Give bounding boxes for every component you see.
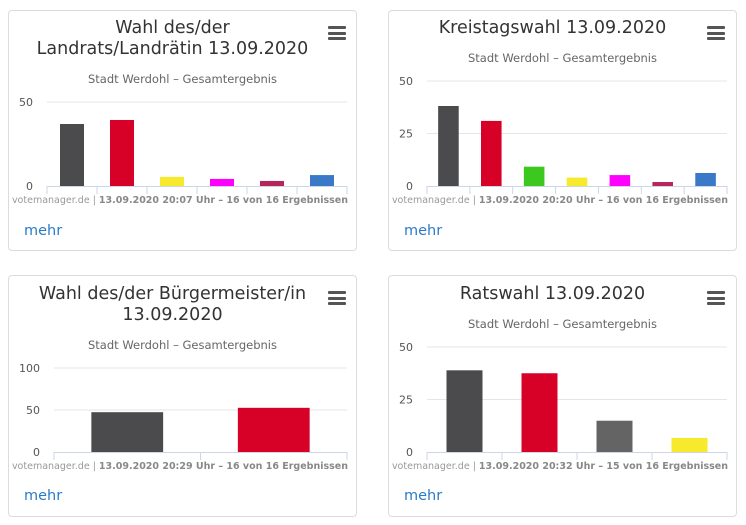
chart-subtitle: Stadt Werdohl – Gesamtergebnis <box>468 51 657 65</box>
more-link[interactable]: mehr <box>24 488 63 504</box>
y-tick-label: 0 <box>33 446 40 459</box>
credits-source[interactable]: votemanager.de <box>391 461 470 472</box>
more-link[interactable]: mehr <box>404 488 443 504</box>
y-tick-label: 50 <box>26 404 40 417</box>
bar <box>60 124 84 186</box>
more-link[interactable]: mehr <box>24 223 63 239</box>
y-tick-label: 50 <box>19 96 33 109</box>
chart-credits[interactable]: votemanager.de | 13.09.2020 20:20 Uhr – … <box>389 195 728 206</box>
bar <box>596 420 633 452</box>
more-link[interactable]: mehr <box>404 223 443 239</box>
y-tick-label: 50 <box>399 341 413 354</box>
bar <box>521 373 558 452</box>
bar-chart: 0 25 50 <box>399 75 728 194</box>
chart-credits[interactable]: votemanager.de | 13.09.2020 20:32 Uhr – … <box>389 461 728 472</box>
y-tick-label: 100 <box>19 362 40 375</box>
chart-title: Kreistagswahl 13.09.2020 <box>409 18 696 39</box>
bar <box>671 437 708 452</box>
hamburger-menu-icon[interactable] <box>707 291 725 307</box>
credits-detail: 13.09.2020 20:20 Uhr – 16 von 16 Ergebni… <box>478 195 728 206</box>
chart-card-kreistag: Kreistagswahl 13.09.2020 Stadt Werdohl –… <box>388 10 737 251</box>
bar <box>310 175 334 186</box>
chart-credits[interactable]: votemanager.de | 13.09.2020 20:29 Uhr – … <box>9 461 348 472</box>
chart-title: Ratswahl 13.09.2020 <box>409 284 696 305</box>
bar <box>523 166 545 186</box>
hamburger-menu-icon[interactable] <box>707 26 725 42</box>
bar <box>609 175 631 186</box>
credits-detail: 13.09.2020 20:32 Uhr – 15 von 16 Ergebni… <box>478 461 728 472</box>
y-tick-label: 0 <box>406 180 413 193</box>
y-tick-label: 50 <box>399 75 413 88</box>
bar <box>237 407 310 452</box>
bar <box>566 177 588 186</box>
chart-title-line: Wahl des/der Bürgermeister/in <box>38 284 307 304</box>
bar-chart: 0 50 100 <box>19 362 348 460</box>
chart-title-line: Wahl des/der <box>115 18 230 38</box>
bar <box>446 370 483 452</box>
hamburger-menu-icon[interactable] <box>328 291 346 307</box>
chart-subtitle: Stadt Werdohl – Gesamtergebnis <box>88 72 277 86</box>
chart-subtitle: Stadt Werdohl – Gesamtergebnis <box>468 317 657 331</box>
chart-card-buergermeister: Wahl des/der Bürgermeister/in 13.09.2020… <box>8 275 357 517</box>
chart-title-line: Kreistagswahl 13.09.2020 <box>438 18 667 38</box>
y-tick-label: 0 <box>26 180 33 193</box>
chart-title: Wahl des/der Bürgermeister/in 13.09.2020 <box>29 284 316 326</box>
bar <box>110 119 134 186</box>
bar <box>210 178 234 186</box>
chart-title: Wahl des/der Landrats/Landrätin 13.09.20… <box>29 18 316 60</box>
chart-title-line: Landrats/Landrätin 13.09.2020 <box>36 39 309 59</box>
chart-card-ratswahl: Ratswahl 13.09.2020 Stadt Werdohl – Gesa… <box>388 275 737 517</box>
credits-source[interactable]: votemanager.de <box>11 195 90 206</box>
bar <box>695 172 716 186</box>
bar-chart: 0 50 <box>19 96 348 194</box>
credits-separator: | <box>89 461 99 472</box>
credits-detail: 13.09.2020 20:29 Uhr – 16 von 16 Ergebni… <box>98 461 348 472</box>
chart-title-line: 13.09.2020 <box>122 305 223 325</box>
credits-source[interactable]: votemanager.de <box>391 195 470 206</box>
chart-card-landrat: Wahl des/der Landrats/Landrätin 13.09.20… <box>8 10 357 251</box>
y-tick-label: 25 <box>399 128 413 141</box>
chart-credits[interactable]: votemanager.de | 13.09.2020 20:07 Uhr – … <box>9 195 348 206</box>
y-tick-label: 25 <box>399 394 413 407</box>
credits-source[interactable]: votemanager.de <box>11 461 90 472</box>
hamburger-menu-icon[interactable] <box>328 26 346 42</box>
bar <box>652 182 673 186</box>
bar <box>91 412 164 452</box>
bar <box>160 176 184 186</box>
y-tick-label: 0 <box>406 446 413 459</box>
chart-subtitle: Stadt Werdohl – Gesamtergebnis <box>88 338 277 352</box>
bar <box>438 105 459 186</box>
credits-separator: | <box>469 195 479 206</box>
credits-separator: | <box>89 195 99 206</box>
bar <box>481 120 502 186</box>
credits-detail: 13.09.2020 20:07 Uhr – 16 von 16 Ergebni… <box>98 195 348 206</box>
credits-separator: | <box>469 461 479 472</box>
bar <box>260 180 284 186</box>
bar-chart: 0 25 50 <box>399 341 728 460</box>
chart-title-line: Ratswahl 13.09.2020 <box>459 284 646 304</box>
